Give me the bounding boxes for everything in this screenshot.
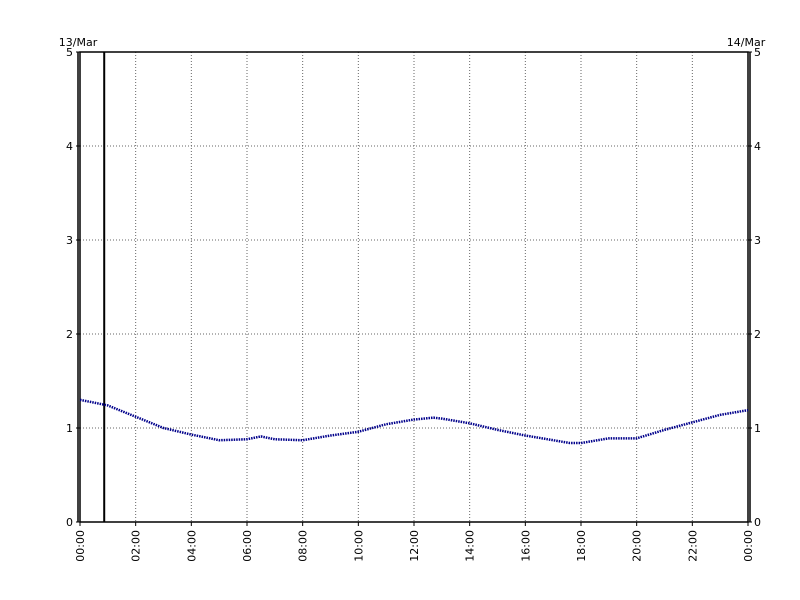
y-tick-label: 4 xyxy=(66,140,73,153)
x-tick-label: 00:00 xyxy=(74,530,87,562)
y2-tick-label: 4 xyxy=(754,140,761,153)
y2-tick-label: 0 xyxy=(754,516,761,529)
y-tick-label: 3 xyxy=(66,234,73,247)
plot-frame xyxy=(79,51,749,523)
x-tick-label: 16:00 xyxy=(519,530,532,562)
y-tick-label: 2 xyxy=(66,328,73,341)
x-tick-label: 00:00 xyxy=(742,530,755,562)
y2-tick-label: 1 xyxy=(754,422,761,435)
x-tick-label: 10:00 xyxy=(352,530,365,562)
data-line xyxy=(79,398,749,445)
date-left: 13/Mar xyxy=(59,36,98,49)
y-tick-label: 5 xyxy=(66,46,73,59)
x-tick-label: 08:00 xyxy=(297,530,310,562)
y-tick-label: 1 xyxy=(66,422,73,435)
x-tick-label: 02:00 xyxy=(130,530,143,562)
y2-tick-label: 5 xyxy=(754,46,761,59)
y2-tick-label: 2 xyxy=(754,328,761,341)
date-right: 14/Mar xyxy=(727,36,766,49)
x-tick-label: 20:00 xyxy=(631,530,644,562)
x-tick-label: 18:00 xyxy=(575,530,588,562)
x-tick-label: 14:00 xyxy=(464,530,477,562)
x-tick-label: 22:00 xyxy=(686,530,699,562)
x-tick-label: 06:00 xyxy=(241,530,254,562)
y-tick-label: 0 xyxy=(66,516,73,529)
x-tick-label: 04:00 xyxy=(185,530,198,562)
y2-tick-label: 3 xyxy=(754,234,761,247)
x-tick-label: 12:00 xyxy=(408,530,421,562)
